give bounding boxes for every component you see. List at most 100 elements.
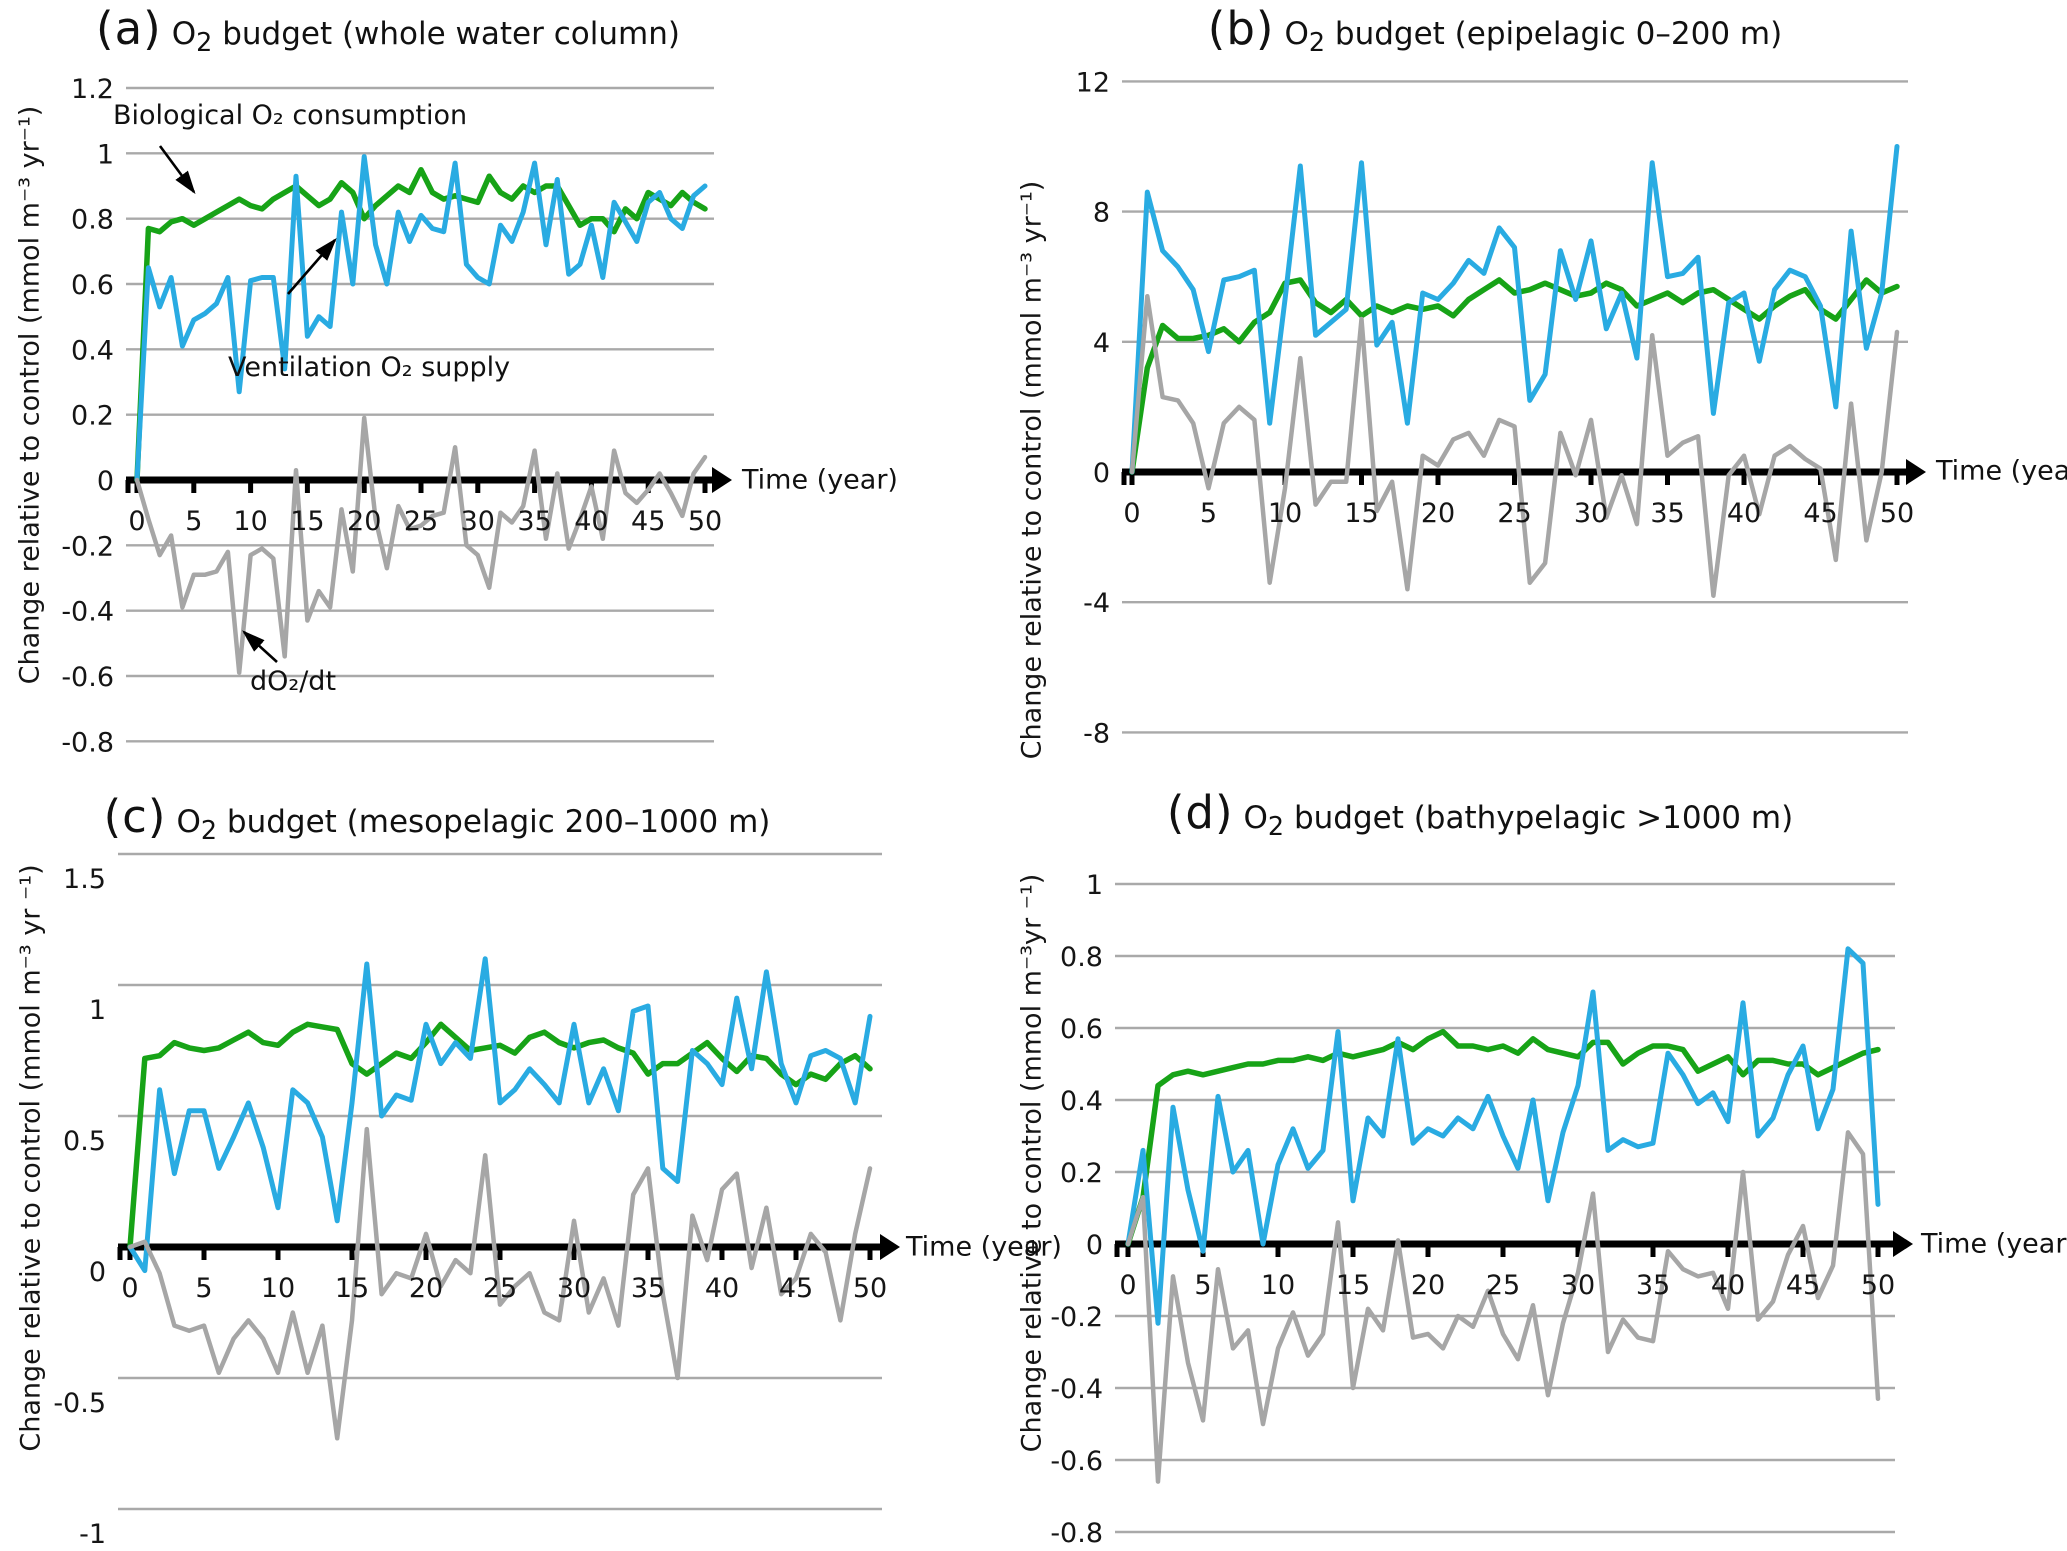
y-tick-label: -0.4 xyxy=(1050,1374,1103,1405)
y-tick-label: 1.5 xyxy=(63,864,106,895)
series-line-ventilation-panel-b xyxy=(1129,144,1900,475)
x-tick-label: 45 xyxy=(1803,498,1837,529)
panel-d-title-text: O2 budget (bathypelagic >1000 m) xyxy=(1243,800,1794,842)
axis-arrow-icon xyxy=(880,1234,900,1260)
x-tick-label: 15 xyxy=(1336,1270,1370,1301)
x-tick-label: 25 xyxy=(1497,498,1531,529)
x-tick-label: 20 xyxy=(347,506,381,537)
x-tick-label: 5 xyxy=(1200,498,1217,529)
series-line-do2dt-panel-a xyxy=(134,415,708,675)
y-tick-label: 0.4 xyxy=(1060,1086,1103,1117)
panel-c-title: (c) O2 budget (mesopelagic 200–1000 m) xyxy=(104,790,771,843)
panel-a-y-axis-label: Change relative to control (mmol m⁻³ yr⁻… xyxy=(14,105,46,685)
y-tick-label: 0 xyxy=(1086,1230,1103,1261)
y-tick-label: 0.2 xyxy=(1060,1158,1103,1189)
y-tick-label: 1.2 xyxy=(71,74,114,105)
y-tick-label: 1 xyxy=(1086,870,1103,901)
y-tick-label: 0.4 xyxy=(71,335,114,366)
annotation-ventilation-o2-supply: Ventilation O₂ supply xyxy=(228,352,511,383)
y-tick-label: 0.6 xyxy=(71,270,114,301)
subscript-2: 2 xyxy=(1308,27,1326,58)
x-tick-label: 40 xyxy=(1727,498,1761,529)
x-tick-label: 45 xyxy=(631,506,665,537)
x-tick-label: 30 xyxy=(557,1273,591,1304)
x-tick-label: 10 xyxy=(233,506,267,537)
axis-arrow-icon xyxy=(1906,459,1926,485)
x-tick-label: 50 xyxy=(1880,498,1914,529)
x-tick-label: 0 xyxy=(128,506,145,537)
x-tick-label: 10 xyxy=(261,1273,295,1304)
y-tick-label: 0 xyxy=(1093,458,1110,489)
series-line-biological-panel-d xyxy=(1125,1028,1881,1247)
y-tick-label: -8 xyxy=(1083,718,1110,749)
x-tick-label: 10 xyxy=(1268,498,1302,529)
y-tick-label: -0.8 xyxy=(1050,1518,1103,1549)
x-tick-label: 45 xyxy=(1786,1270,1820,1301)
series-line-do2dt-panel-b xyxy=(1129,293,1900,598)
x-tick-label: 25 xyxy=(1486,1270,1520,1301)
panel-a-x-axis-label: Time (year) xyxy=(742,464,898,496)
x-tick-label: 5 xyxy=(185,506,202,537)
x-tick-label: 0 xyxy=(121,1273,138,1304)
x-tick-label: 30 xyxy=(461,506,495,537)
panel-c-x-axis-label: Time (year) xyxy=(906,1231,1062,1263)
panel-b-letter: (b) xyxy=(1207,2,1275,55)
y-tick-label: -0.5 xyxy=(53,1388,106,1419)
y-tick-label: -0.8 xyxy=(61,727,114,758)
panel-b-x-axis-label: Time (year) xyxy=(1936,455,2067,487)
axis-arrow-icon xyxy=(712,467,732,493)
subscript-2: 2 xyxy=(1267,811,1285,842)
y-tick-label: 0.5 xyxy=(63,1126,106,1157)
panel-a-title: (a) O2 budget (whole water column) xyxy=(96,2,680,55)
y-tick-label: 0.6 xyxy=(1060,1014,1103,1045)
x-tick-label: 50 xyxy=(688,506,722,537)
panel-c-letter: (c) xyxy=(103,790,167,843)
x-tick-label: 45 xyxy=(779,1273,813,1304)
y-tick-label: -1 xyxy=(79,1519,106,1550)
x-tick-label: 35 xyxy=(631,1273,665,1304)
x-tick-label: 20 xyxy=(409,1273,443,1304)
series-line-ventilation-panel-c xyxy=(127,956,873,1274)
x-tick-label: 35 xyxy=(1636,1270,1670,1301)
panel-d-title: (d) O2 budget (bathypelagic >1000 m) xyxy=(1167,786,1793,839)
y-tick-label: -4 xyxy=(1083,588,1110,619)
y-tick-label: 0 xyxy=(89,1257,106,1288)
y-tick-label: -0.2 xyxy=(1050,1302,1103,1333)
panel-b-title-text: O2 budget (epipelagic 0–200 m) xyxy=(1284,16,1783,58)
panel-c-y-axis-label: Change relative to control (mmol m⁻³ yr … xyxy=(15,864,47,1452)
x-tick-label: 35 xyxy=(517,506,551,537)
x-tick-label: 10 xyxy=(1261,1270,1295,1301)
y-tick-label: 0.8 xyxy=(71,205,114,236)
x-tick-label: 40 xyxy=(705,1273,739,1304)
series-line-biological-panel-c xyxy=(127,1021,873,1250)
annotation-biological-o2-consumption: Biological O₂ consumption xyxy=(113,100,468,131)
y-tick-label: -0.4 xyxy=(61,597,114,628)
y-tick-label: 0.8 xyxy=(1060,942,1103,973)
subscript-2: 2 xyxy=(196,27,213,58)
panel-c-title-text: O2 budget (mesopelagic 200–1000 m) xyxy=(176,804,771,846)
x-tick-label: 15 xyxy=(290,506,324,537)
panel-d-x-axis-label: Time (year) xyxy=(1921,1228,2067,1260)
y-tick-label: 0 xyxy=(97,466,114,497)
annotation-do2-dt: dO₂/dt xyxy=(250,666,337,697)
y-tick-label: 12 xyxy=(1076,67,1110,98)
y-tick-label: -0.6 xyxy=(1050,1446,1103,1477)
x-tick-label: 30 xyxy=(1561,1270,1595,1301)
panel-a-letter: (a) xyxy=(96,2,162,55)
series-line-do2dt-panel-d xyxy=(1125,1130,1881,1484)
series-line-do2dt-panel-c xyxy=(127,1126,873,1441)
x-tick-label: 20 xyxy=(1411,1270,1445,1301)
x-tick-label: 30 xyxy=(1574,498,1608,529)
y-tick-label: -0.2 xyxy=(61,531,114,562)
panel-a-title-text: O2 budget (whole water column) xyxy=(171,16,680,58)
x-tick-label: 35 xyxy=(1650,498,1684,529)
x-tick-label: 5 xyxy=(195,1273,212,1304)
arrow-to-ventilation-line xyxy=(287,238,337,295)
x-tick-label: 5 xyxy=(1194,1270,1211,1301)
x-tick-label: 0 xyxy=(1119,1270,1136,1301)
y-tick-label: 0.2 xyxy=(71,401,114,432)
y-tick-label: -0.6 xyxy=(61,662,114,693)
x-tick-label: 25 xyxy=(483,1273,517,1304)
x-tick-label: 40 xyxy=(1711,1270,1745,1301)
